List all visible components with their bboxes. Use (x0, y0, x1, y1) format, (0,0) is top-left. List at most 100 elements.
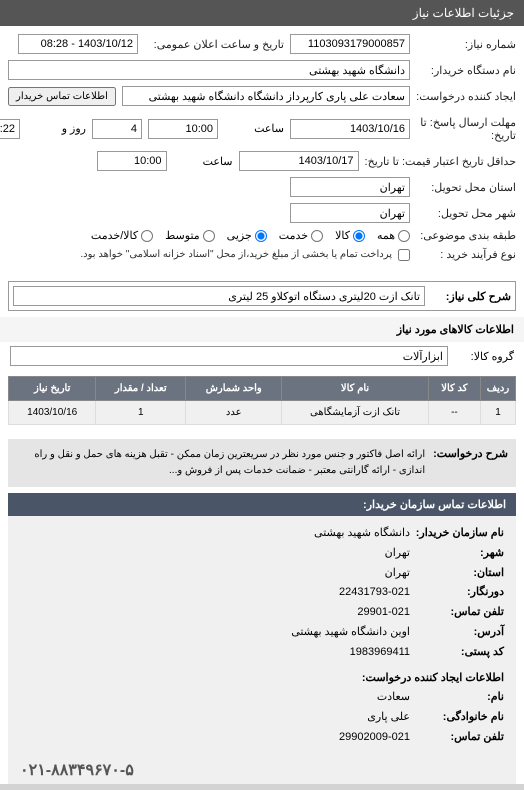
table-row[interactable]: 1 -- تانک ازت آزمایشگاهی عدد 1 1403/10/1… (9, 401, 516, 425)
deadline-date-input[interactable] (290, 119, 410, 139)
row-university: نام دستگاه خریدار: (8, 60, 516, 80)
td-index: 1 (481, 401, 516, 425)
validity-date-input[interactable] (239, 151, 359, 171)
th-qty: تعداد / مقدار (96, 377, 186, 401)
radio-all-item[interactable]: همه (377, 229, 410, 242)
radio-partial[interactable] (255, 230, 267, 242)
contact-section: اطلاعات تماس سازمان خریدار: نام سازمان خ… (8, 493, 516, 784)
contact-city-value: تهران (385, 544, 410, 564)
classify-radio-group: همه کالا خدمت جزیی متوسط کالا/خدمت (91, 229, 410, 242)
desc-label: شرح کلی نیاز: (431, 290, 511, 303)
radio-partial-item[interactable]: جزیی (227, 229, 267, 242)
classify-label: طبقه بندی موضوعی: (416, 229, 516, 242)
phone-value: 29901-021 (357, 603, 410, 623)
contact-header: اطلاعات تماس سازمان خریدار: (8, 493, 516, 516)
main-container: جزئیات اطلاعات نیاز شماره نیاز: تاریخ و … (0, 0, 524, 784)
th-unit: واحد شمارش (186, 377, 282, 401)
row-requester: ایجاد کننده درخواست: اطلاعات تماس خریدار (8, 86, 516, 106)
radio-service-item[interactable]: خدمت (279, 229, 323, 242)
th-code: کد کالا (428, 377, 480, 401)
validity-time-label: ساعت (173, 155, 233, 168)
requester-input[interactable] (122, 86, 410, 106)
univ-input[interactable] (8, 60, 410, 80)
page-header: جزئیات اطلاعات نیاز (0, 0, 524, 26)
requester-sub-header: اطلاعات ایجاد کننده درخواست: (20, 669, 504, 689)
contact-body: نام سازمان خریدار:دانشگاه شهید بهشتی شهر… (8, 516, 516, 756)
row-classify: طبقه بندی موضوعی: همه کالا خدمت جزیی متو… (8, 229, 516, 242)
th-date: تاریخ نیاز (9, 377, 96, 401)
city-input[interactable] (290, 203, 410, 223)
row-deadline: مهلت ارسال پاسخ: تا تاریخ: ساعت روز و سا… (8, 112, 516, 145)
request-desc-text: ارائه اصل فاکتور و جنس مورد نظر در سریعت… (16, 447, 425, 479)
items-table: ردیف کد کالا نام کالا واحد شمارش تعداد /… (8, 376, 516, 425)
radio-goods-service[interactable] (141, 230, 153, 242)
contact-province-value: تهران (385, 564, 410, 584)
request-number-input[interactable] (290, 34, 410, 54)
org-label: نام سازمان خریدار: (414, 524, 504, 544)
contact-phone-value: 29902009-021 (339, 728, 410, 748)
org-value: دانشگاه شهید بهشتی (314, 524, 410, 544)
family-label: نام خانوادگی: (414, 708, 504, 728)
radio-medium-item[interactable]: متوسط (165, 229, 215, 242)
row-province: استان محل تحویل: (8, 177, 516, 197)
request-desc-label: شرح درخواست: (433, 447, 508, 479)
items-table-section: ردیف کد کالا نام کالا واحد شمارش تعداد /… (0, 376, 524, 433)
public-datetime-label: تاریخ و ساعت اعلان عمومی: (144, 38, 284, 51)
row-validity: حداقل تاریخ اعتبار قیمت: تا تاریخ: ساعت (8, 151, 516, 171)
row-process: نوع فرآیند خرید : پرداخت تمام یا بخشی از… (8, 248, 516, 261)
row-group: گروه کالا: (0, 342, 524, 370)
public-datetime-input[interactable] (18, 34, 138, 54)
deadline-time-input[interactable] (148, 119, 218, 139)
table-header-row: ردیف کد کالا نام کالا واحد شمارش تعداد /… (9, 377, 516, 401)
province-input[interactable] (290, 177, 410, 197)
td-unit: عدد (186, 401, 282, 425)
th-index: ردیف (481, 377, 516, 401)
group-input[interactable] (10, 346, 448, 366)
row-request-number: شماره نیاز: تاریخ و ساعت اعلان عمومی: (8, 34, 516, 54)
td-qty: 1 (96, 401, 186, 425)
province-label: استان محل تحویل: (416, 181, 516, 194)
radio-service[interactable] (311, 230, 323, 242)
days-input[interactable] (92, 119, 142, 139)
contact-city-label: شهر: (414, 544, 504, 564)
time-label: ساعت (224, 122, 284, 135)
desc-input[interactable] (13, 286, 425, 306)
items-section-title: اطلاعات کالاهای مورد نیاز (0, 317, 524, 342)
deadline-label: مهلت ارسال پاسخ: تا تاریخ: (416, 116, 516, 142)
phone-label: تلفن تماس: (414, 603, 504, 623)
name-label: نام: (414, 688, 504, 708)
th-name: نام کالا (282, 377, 428, 401)
postal-label: کد پستی: (414, 643, 504, 663)
radio-goods-service-item[interactable]: کالا/خدمت (91, 229, 153, 242)
process-label: نوع فرآیند خرید : (416, 248, 516, 261)
validity-label: حداقل تاریخ اعتبار قیمت: تا تاریخ: (365, 155, 516, 168)
group-label: گروه کالا: (454, 350, 514, 363)
postal-value: 1983969411 (350, 643, 410, 663)
td-date: 1403/10/16 (9, 401, 96, 425)
form-section: شماره نیاز: تاریخ و ساعت اعلان عمومی: نا… (0, 26, 524, 275)
process-checkbox[interactable] (398, 249, 410, 261)
city-label: شهر محل تحویل: (416, 207, 516, 220)
address-label: آدرس: (414, 623, 504, 643)
contact-province-label: استان: (414, 564, 504, 584)
radio-goods-item[interactable]: کالا (335, 229, 365, 242)
name-value: سعادت (377, 688, 410, 708)
address-value: اوین دانشگاه شهید بهشتی (291, 623, 410, 643)
contact-buyer-button[interactable]: اطلاعات تماس خریدار (8, 87, 116, 106)
fax-label: دورنگار: (414, 583, 504, 603)
radio-all[interactable] (398, 230, 410, 242)
remaining-time-input[interactable] (0, 119, 20, 139)
radio-goods[interactable] (353, 230, 365, 242)
request-number-label: شماره نیاز: (416, 38, 516, 51)
family-value: علی پاری (367, 708, 410, 728)
days-label: روز و (26, 122, 86, 135)
td-code: -- (428, 401, 480, 425)
contact-phone-label: تلفن تماس: (414, 728, 504, 748)
request-desc-box: شرح درخواست: ارائه اصل فاکتور و جنس مورد… (8, 439, 516, 487)
radio-medium[interactable] (203, 230, 215, 242)
header-title: جزئیات اطلاعات نیاز (413, 6, 514, 20)
validity-time-input[interactable] (97, 151, 167, 171)
row-city: شهر محل تحویل: (8, 203, 516, 223)
process-note: پرداخت تمام یا بخشی از مبلغ خرید،از محل … (80, 249, 392, 260)
univ-label: نام دستگاه خریدار: (416, 64, 516, 77)
